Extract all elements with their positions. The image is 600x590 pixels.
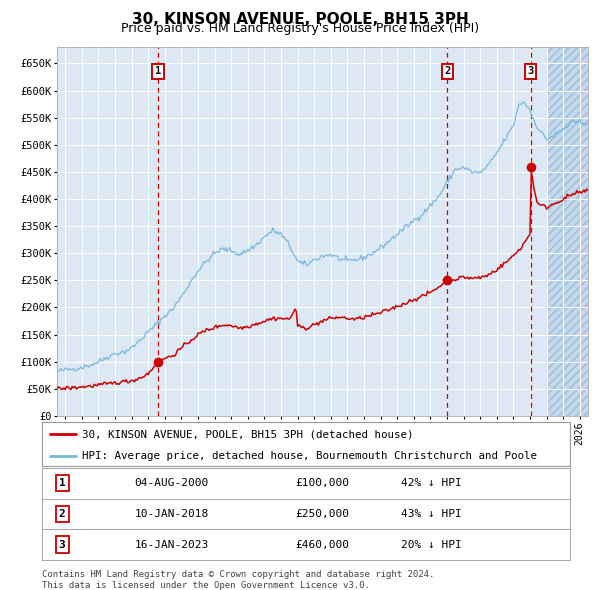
Text: £100,000: £100,000 [295,478,349,488]
Text: 10-JAN-2018: 10-JAN-2018 [134,509,209,519]
Text: 20% ↓ HPI: 20% ↓ HPI [401,540,462,549]
Text: 3: 3 [59,540,65,549]
Text: 1: 1 [59,478,65,488]
Text: Contains HM Land Registry data © Crown copyright and database right 2024.: Contains HM Land Registry data © Crown c… [42,570,434,579]
Text: 04-AUG-2000: 04-AUG-2000 [134,478,209,488]
Text: £250,000: £250,000 [295,509,349,519]
Text: 30, KINSON AVENUE, POOLE, BH15 3PH (detached house): 30, KINSON AVENUE, POOLE, BH15 3PH (deta… [82,430,413,439]
Text: 30, KINSON AVENUE, POOLE, BH15 3PH: 30, KINSON AVENUE, POOLE, BH15 3PH [131,12,469,27]
Text: HPI: Average price, detached house, Bournemouth Christchurch and Poole: HPI: Average price, detached house, Bour… [82,451,536,461]
Text: 42% ↓ HPI: 42% ↓ HPI [401,478,462,488]
Text: 1: 1 [155,66,161,76]
Text: 2: 2 [59,509,65,519]
Bar [547,47,588,416]
Text: 43% ↓ HPI: 43% ↓ HPI [401,509,462,519]
Text: This data is licensed under the Open Government Licence v3.0.: This data is licensed under the Open Gov… [42,581,370,589]
Text: 3: 3 [527,66,534,76]
Text: Price paid vs. HM Land Registry's House Price Index (HPI): Price paid vs. HM Land Registry's House … [121,22,479,35]
Text: 16-JAN-2023: 16-JAN-2023 [134,540,209,549]
Text: 2: 2 [445,66,451,76]
Text: £460,000: £460,000 [295,540,349,549]
